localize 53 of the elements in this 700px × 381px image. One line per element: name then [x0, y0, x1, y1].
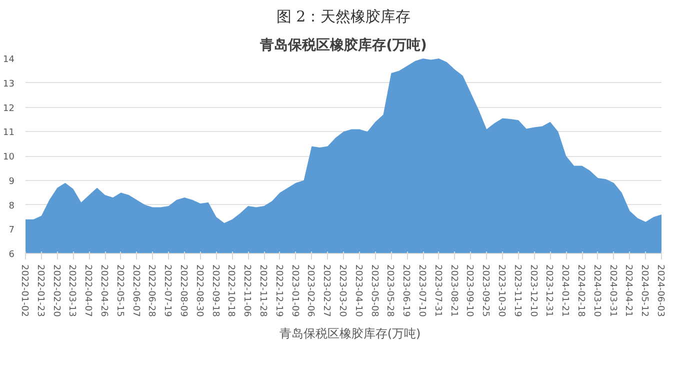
y-tick-label: 6 [8, 250, 15, 260]
x-tick-label: 2023-08-21 [448, 264, 458, 317]
x-tick-label: 2023-12-10 [528, 264, 538, 318]
y-tick-label: 10 [3, 152, 15, 162]
x-tick-label: 2024-01-21 [560, 264, 570, 317]
x-tick-label: 2022-01-02 [19, 264, 29, 317]
x-tick-label: 2024-06-03 [655, 264, 665, 317]
x-tick-label: 2023-12-31 [544, 264, 554, 317]
y-tick-label: 9 [8, 176, 15, 187]
x-tick-label: 2023-11-19 [512, 264, 522, 318]
y-tick-label: 11 [3, 128, 14, 138]
x-tick-label: 2023-04-10 [352, 264, 363, 318]
x-tick-label: 2022-03-13 [66, 264, 77, 317]
x-tick-label: 2023-01-09 [289, 264, 300, 318]
x-tick-label: 2023-03-20 [337, 264, 347, 318]
y-tick-label: 8 [8, 201, 15, 212]
x-tick-label: 2022-11-06 [242, 264, 252, 318]
y-tick-label: 13 [3, 79, 14, 90]
x-tick-label: 2022-05-15 [114, 264, 124, 317]
x-tick-label: 2022-08-30 [194, 264, 204, 318]
x-tick-label: 2022-11-28 [258, 264, 268, 318]
x-tick-label: 2023-07-10 [416, 264, 426, 318]
x-tick-label: 2022-04-26 [98, 264, 108, 318]
x-tick-label: 2022-12-19 [273, 264, 284, 318]
x-tick-label: 2022-06-07 [130, 264, 140, 317]
x-tick-label: 2024-04-21 [623, 264, 634, 317]
x-tick-label: 2022-06-28 [146, 264, 156, 318]
x-tick-label: 2023-07-31 [432, 264, 442, 317]
x-tick-label: 2022-07-19 [162, 264, 172, 318]
x-tick-label: 2023-10-30 [496, 264, 506, 318]
text: 青岛保税区橡胶库存(万吨) [279, 326, 421, 342]
y-tick-label: 7 [8, 226, 15, 236]
x-tick-label: 2022-10-18 [226, 264, 236, 318]
x-tick-label: 2023-02-06 [305, 264, 316, 318]
x-tick-label: 2024-05-12 [639, 264, 650, 317]
x-tick-label: 2022-08-09 [178, 264, 188, 318]
y-tick-label: 12 [3, 104, 14, 114]
x-tick-label: 2022-02-20 [50, 264, 61, 318]
x-tick-label: 2024-03-10 [591, 264, 602, 318]
x-tick-label: 2023-09-25 [480, 264, 490, 317]
x-tick-label: 2023-09-10 [464, 264, 474, 318]
x-tick-label: 2022-01-23 [34, 264, 45, 317]
x-tick-label: 2023-06-19 [400, 264, 411, 318]
y-tick-label: 14 [3, 55, 15, 65]
chart-title: 青岛保税区橡胶库存(万吨) [259, 36, 427, 54]
chart-subtitle: 图 2：天然橡胶库存 [276, 8, 411, 26]
x-tick-label: 2023-05-08 [368, 264, 379, 318]
x-tick-label: 2022-04-07 [82, 264, 93, 317]
x-tick-label: 2022-09-18 [210, 264, 220, 318]
x-tick-label: 2024-03-31 [607, 264, 618, 317]
x-tick-label: 2023-02-27 [321, 264, 332, 317]
x-tick-label: 2023-05-28 [384, 264, 395, 318]
x-tick-label: 2024-02-18 [576, 264, 586, 318]
